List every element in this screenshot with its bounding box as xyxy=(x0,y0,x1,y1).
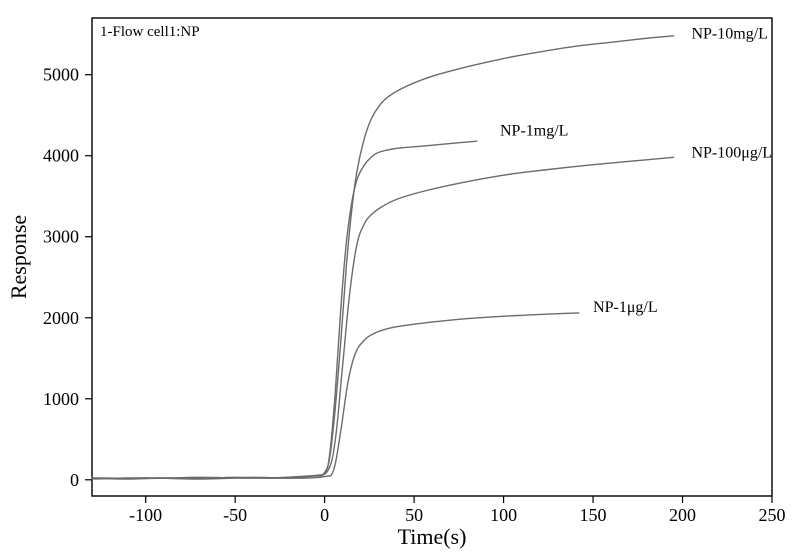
x-axis-label: Time(s) xyxy=(398,524,467,549)
y-tick-label: 2000 xyxy=(43,308,79,328)
x-tick-label: 0 xyxy=(320,505,329,525)
y-tick-label: 1000 xyxy=(43,389,79,409)
y-tick-label: 3000 xyxy=(43,227,79,247)
series-curves xyxy=(92,36,674,479)
x-tick-label: 200 xyxy=(669,505,696,525)
series-label-NP-1ug/L: NP-1μg/L xyxy=(593,299,658,316)
x-ticks: -100 -50 0 50 100 150 200 250 xyxy=(129,496,785,525)
y-tick-label: 4000 xyxy=(43,146,79,166)
y-ticks: 0 1000 2000 3000 4000 5000 xyxy=(43,65,92,490)
top-left-label: 1-Flow cell1:NP xyxy=(100,24,200,40)
series-label-NP-1mg/L: NP-1mg/L xyxy=(500,122,568,139)
x-tick-label: 50 xyxy=(405,505,423,525)
series-label-NP-10mg/L: NP-10mg/L xyxy=(691,25,767,42)
series-NP-10mg/L xyxy=(92,36,674,479)
chart-svg: -100 -50 0 50 100 150 200 250 0 1000 2000 3000 4000… xyxy=(0,0,800,556)
x-tick-label: -100 xyxy=(129,505,162,525)
y-axis-label: Response xyxy=(6,215,31,299)
y-tick-label: 0 xyxy=(70,470,79,490)
x-tick-label: 250 xyxy=(759,505,786,525)
x-tick-label: 150 xyxy=(580,505,607,525)
x-tick-label: 100 xyxy=(490,505,517,525)
sensorgram-chart: -100 -50 0 50 100 150 200 250 0 1000 2000 3000 4000… xyxy=(0,0,800,556)
series-NP-100ug/L xyxy=(92,157,674,478)
x-tick-label: -50 xyxy=(223,505,247,525)
series-label-NP-100ug/L: NP-100μg/L xyxy=(691,144,772,161)
plot-area-border xyxy=(92,18,772,496)
y-tick-label: 5000 xyxy=(43,65,79,85)
